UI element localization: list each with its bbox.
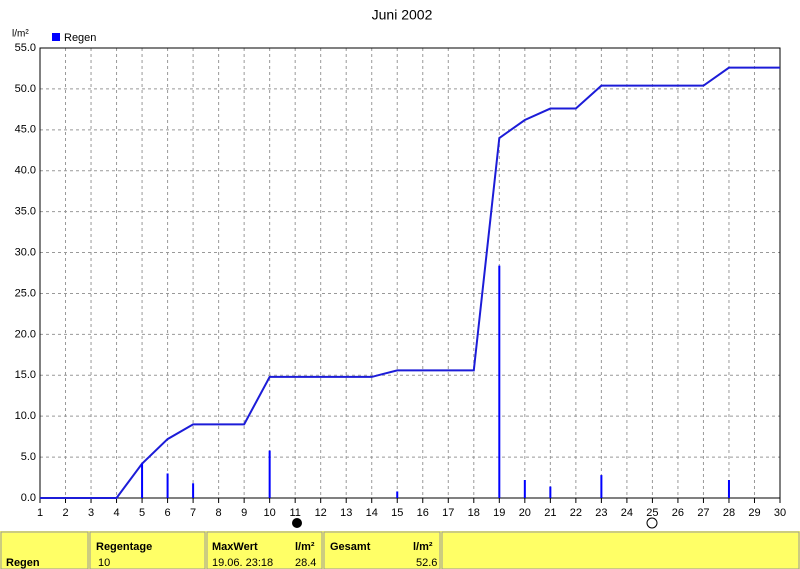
legend-label: Regen (64, 32, 96, 44)
y-tick-label: 0.0 (21, 492, 36, 504)
plot-border (39, 47, 781, 499)
x-tick-label: 22 (570, 507, 582, 519)
full-moon-icon (646, 517, 658, 529)
x-tick-label: 20 (519, 507, 531, 519)
y-tick-label: 55.0 (15, 42, 36, 54)
y-tick-label: 40.0 (15, 165, 36, 177)
x-tick-label: 18 (468, 507, 480, 519)
x-tick-label: 24 (621, 507, 633, 519)
chart-title: Juni 2002 (372, 7, 433, 23)
y-tick-label: 15.0 (15, 369, 36, 381)
x-tick-label: 4 (113, 507, 119, 519)
cell (206, 531, 323, 569)
new-moon-icon (292, 518, 302, 528)
x-tick-label: 2 (62, 507, 68, 519)
x-tick-label: 13 (340, 507, 352, 519)
x-tick-label: 29 (748, 507, 760, 519)
y-tick-label: 30.0 (15, 246, 36, 258)
cumulative-line (40, 66, 780, 499)
y-tick-label: 50.0 (15, 83, 36, 95)
bar (549, 486, 552, 498)
bar (166, 473, 169, 498)
x-tick-label: 17 (442, 507, 454, 519)
x-tick-label: 5 (139, 507, 145, 519)
y-tick-label: 25.0 (15, 287, 36, 299)
x-tick-label: 23 (595, 507, 607, 519)
cell-value: 19.06. 23:18 (212, 557, 273, 569)
bar (498, 265, 501, 498)
header: l/m² (295, 541, 315, 553)
x-tick-label: 26 (672, 507, 684, 519)
y-tick-label: 35.0 (15, 206, 36, 218)
cell-value: 28.4 (295, 557, 316, 569)
x-tick-label: 25 (646, 507, 658, 519)
legend-swatch (52, 33, 60, 41)
header: Gesamt (330, 541, 371, 553)
x-tick-label: 3 (88, 507, 94, 519)
x-tick-label: 6 (165, 507, 171, 519)
header: l/m² (413, 541, 433, 553)
x-tick-label: 10 (264, 507, 276, 519)
bar (268, 450, 271, 498)
y-tick-label: 20.0 (15, 328, 36, 340)
x-tick-label: 9 (241, 507, 247, 519)
bar (600, 475, 603, 498)
x-tick-label: 27 (697, 507, 709, 519)
y-axis-label: l/m² (12, 29, 29, 40)
x-tick-label: 7 (190, 507, 196, 519)
cell (0, 531, 89, 569)
y-tick-label: 10.0 (15, 410, 36, 422)
plot: 0.0 5.0 10.0 15.0 20.0 25.0 30.0 35.0 40.0 45.0 50… (15, 32, 787, 519)
x-tick-label: 16 (417, 507, 429, 519)
bar (396, 491, 399, 498)
bar (523, 480, 526, 498)
header: MaxWert (212, 541, 258, 553)
y-tick-label: 45.0 (15, 124, 36, 136)
summary-table: Regen Regentage MaxWert l/m² Gesamt l/m²… (0, 531, 800, 569)
x-tick-label: 30 (774, 507, 786, 519)
x-tick-label: 1 (37, 507, 43, 519)
table-background (0, 531, 800, 569)
x-tick-label: 12 (315, 507, 327, 519)
header: Regentage (96, 541, 152, 553)
y-tick-label: 5.0 (21, 451, 36, 463)
cell-value: 52.6 (416, 557, 437, 569)
cell (441, 531, 800, 569)
x-tick-label: 28 (723, 507, 735, 519)
x-tick-label: 19 (493, 507, 505, 519)
bar (192, 483, 195, 498)
cell (323, 531, 441, 569)
x-tick-label: 8 (216, 507, 222, 519)
cell (89, 531, 206, 569)
bar (141, 463, 144, 498)
cell-value: 10 (98, 557, 110, 569)
x-tick-label: 21 (544, 507, 556, 519)
x-tick-label: 14 (366, 507, 378, 519)
bar (727, 480, 730, 498)
x-tick-label: 11 (289, 507, 300, 519)
row-label: Regen (6, 557, 40, 569)
x-tick-label: 15 (391, 507, 403, 519)
